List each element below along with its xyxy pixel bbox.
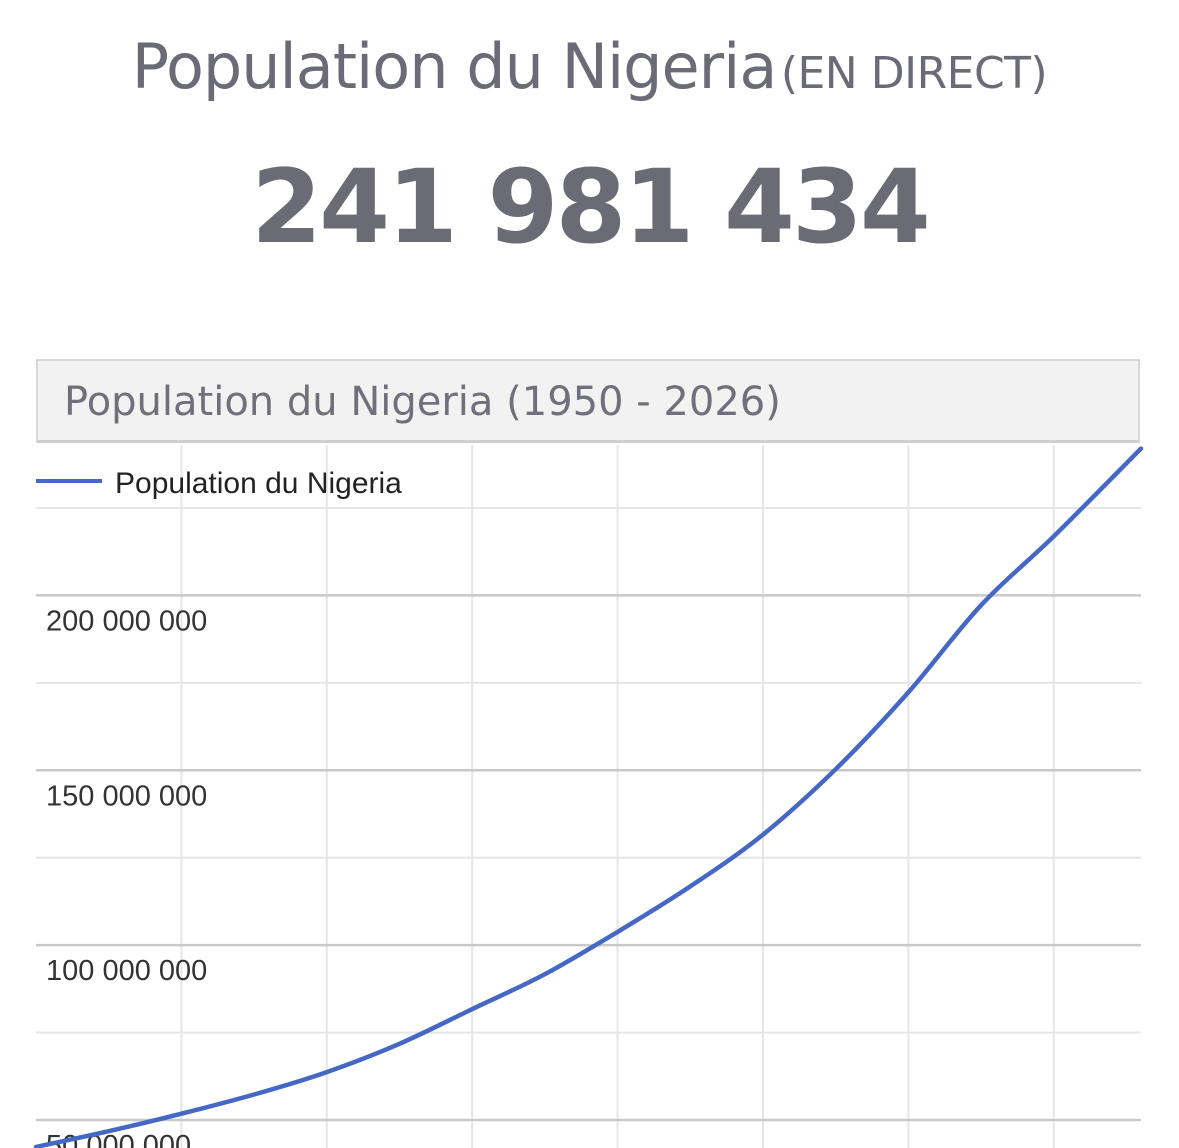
series-line-population bbox=[33, 446, 1144, 1148]
chart-title: Population du Nigeria (1950 - 2026) bbox=[64, 379, 781, 425]
y-tick-label: 150 000 000 bbox=[46, 780, 207, 812]
page-headline: Population du Nigeria (EN DIRECT) bbox=[0, 30, 1179, 103]
legend-label: Population du Nigeria bbox=[115, 467, 402, 500]
page-title: Population du Nigeria bbox=[131, 30, 778, 103]
chart-series bbox=[33, 446, 1144, 1148]
live-tag: (EN DIRECT) bbox=[780, 48, 1048, 99]
live-population-counter: 241 981 434 bbox=[251, 148, 931, 267]
chart-grid bbox=[36, 445, 1141, 1148]
y-tick-label: 200 000 000 bbox=[46, 605, 207, 637]
chart-header: Population du Nigeria (1950 - 2026) bbox=[36, 359, 1140, 443]
y-axis-labels: 50 000 000 100 000 000 150 000 000 200 000 … bbox=[46, 605, 207, 1148]
y-tick-label: 50 000 000 bbox=[46, 1130, 191, 1148]
chart-legend: Population du Nigeria bbox=[36, 467, 402, 500]
y-tick-label: 100 000 000 bbox=[46, 955, 207, 987]
